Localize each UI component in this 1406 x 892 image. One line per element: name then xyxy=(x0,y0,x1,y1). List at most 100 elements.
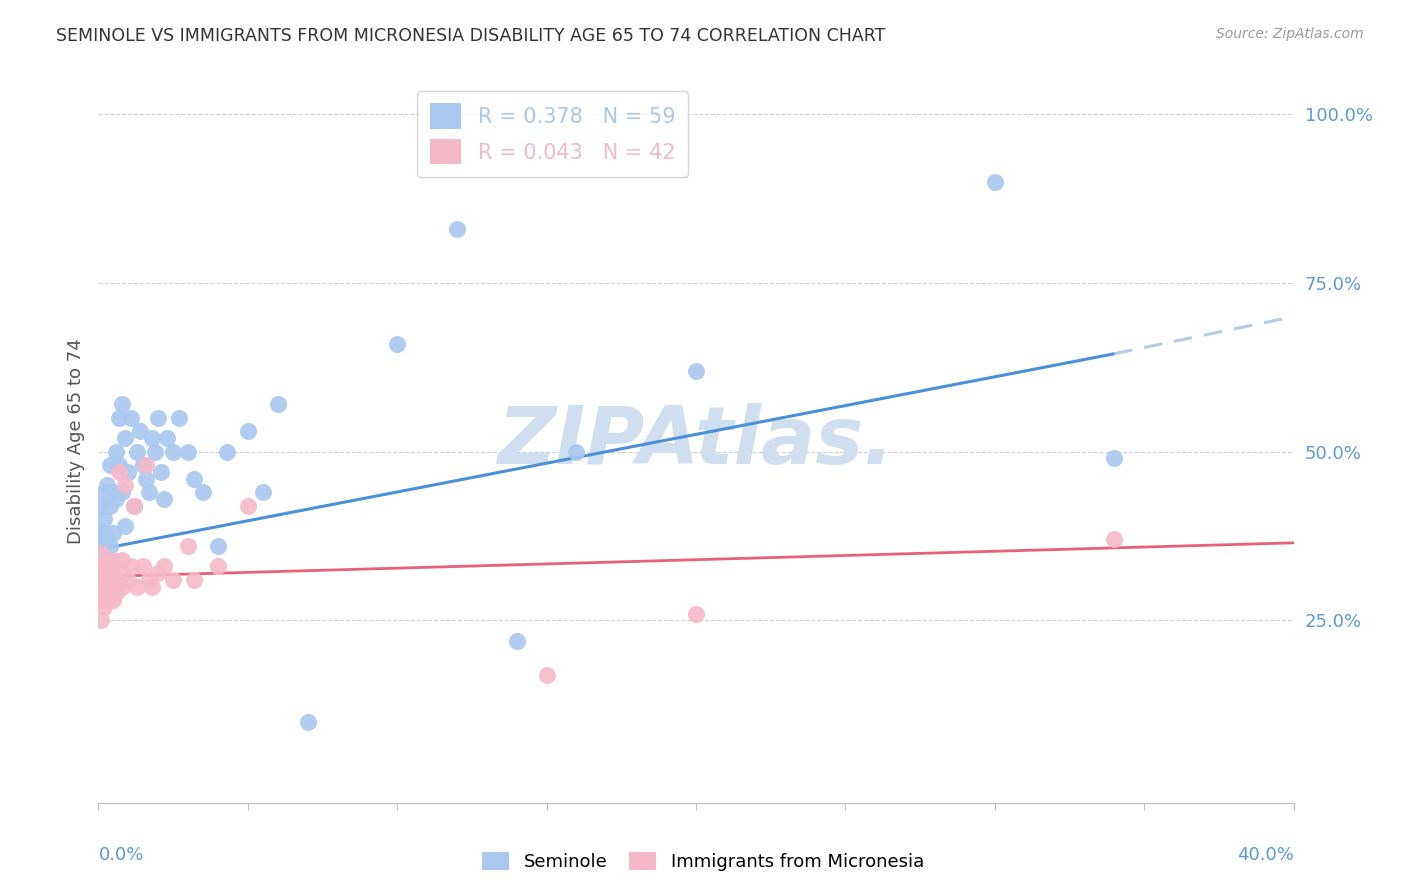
Point xyxy=(267,397,290,411)
Point xyxy=(96,559,118,574)
Point xyxy=(135,472,157,486)
Legend: R = 0.378   N = 59, R = 0.043   N = 42: R = 0.378 N = 59, R = 0.043 N = 42 xyxy=(418,91,688,177)
Point xyxy=(183,472,205,486)
Point xyxy=(93,580,115,594)
Point xyxy=(236,425,259,439)
Point xyxy=(96,478,118,492)
Point xyxy=(111,552,134,566)
Point xyxy=(93,599,115,614)
Point xyxy=(141,431,163,445)
Point xyxy=(90,499,112,513)
Point xyxy=(167,411,190,425)
Point xyxy=(132,559,155,574)
Point xyxy=(105,573,128,587)
Point xyxy=(215,444,238,458)
Point xyxy=(93,525,115,540)
Point xyxy=(96,566,118,581)
Text: Source: ZipAtlas.com: Source: ZipAtlas.com xyxy=(1216,27,1364,41)
Point xyxy=(114,519,136,533)
Point xyxy=(103,593,125,607)
Point xyxy=(90,525,112,540)
Point xyxy=(103,552,125,566)
Point xyxy=(565,444,588,458)
Point xyxy=(191,485,214,500)
Point xyxy=(183,573,205,587)
Point xyxy=(111,397,134,411)
Point xyxy=(207,539,229,553)
Point xyxy=(153,559,176,574)
Text: 0.0%: 0.0% xyxy=(98,847,143,864)
Text: SEMINOLE VS IMMIGRANTS FROM MICRONESIA DISABILITY AGE 65 TO 74 CORRELATION CHART: SEMINOLE VS IMMIGRANTS FROM MICRONESIA D… xyxy=(56,27,886,45)
Point xyxy=(103,552,125,566)
Point xyxy=(148,566,170,581)
Point xyxy=(98,458,122,472)
Point xyxy=(108,411,131,425)
Point xyxy=(93,512,115,526)
Point xyxy=(93,485,115,500)
Point xyxy=(177,539,200,553)
Point xyxy=(111,580,134,594)
Point xyxy=(385,336,409,351)
Point xyxy=(93,539,115,553)
Point xyxy=(252,485,274,500)
Point xyxy=(120,559,142,574)
Point xyxy=(117,573,139,587)
Y-axis label: Disability Age 65 to 74: Disability Age 65 to 74 xyxy=(66,339,84,544)
Point xyxy=(150,465,173,479)
Point xyxy=(127,444,149,458)
Point xyxy=(536,667,558,681)
Point xyxy=(236,499,259,513)
Point xyxy=(108,458,131,472)
Point xyxy=(90,593,112,607)
Point xyxy=(129,425,152,439)
Point xyxy=(90,559,112,574)
Point xyxy=(103,485,125,500)
Point xyxy=(506,633,529,648)
Point xyxy=(105,586,128,600)
Point xyxy=(148,411,170,425)
Point xyxy=(114,478,136,492)
Point xyxy=(103,525,125,540)
Point xyxy=(446,222,468,236)
Point xyxy=(90,546,112,560)
Legend: Seminole, Immigrants from Micronesia: Seminole, Immigrants from Micronesia xyxy=(475,845,931,879)
Point xyxy=(108,566,131,581)
Point xyxy=(108,465,131,479)
Point xyxy=(117,465,139,479)
Text: ZIPAtlas.: ZIPAtlas. xyxy=(498,402,894,481)
Point xyxy=(93,573,115,587)
Point xyxy=(132,458,155,472)
Point xyxy=(90,559,112,574)
Point xyxy=(90,614,112,628)
Point xyxy=(162,444,184,458)
Point xyxy=(105,491,128,506)
Point xyxy=(96,593,118,607)
Point xyxy=(111,485,134,500)
Point xyxy=(93,559,115,574)
Point xyxy=(297,714,319,729)
Point xyxy=(685,364,707,378)
Point xyxy=(96,533,118,547)
Point xyxy=(120,411,142,425)
Point xyxy=(98,559,122,574)
Point xyxy=(177,444,200,458)
Point xyxy=(124,499,146,513)
Point xyxy=(143,444,166,458)
Point xyxy=(98,539,122,553)
Point xyxy=(127,580,149,594)
Point xyxy=(93,586,115,600)
Point xyxy=(90,580,112,594)
Point xyxy=(207,559,229,574)
Point xyxy=(162,573,184,587)
Point xyxy=(1104,533,1126,547)
Point xyxy=(984,175,1007,189)
Point xyxy=(135,458,157,472)
Text: 40.0%: 40.0% xyxy=(1237,847,1294,864)
Point xyxy=(141,580,163,594)
Point xyxy=(114,431,136,445)
Point xyxy=(103,580,125,594)
Point xyxy=(98,499,122,513)
Point xyxy=(90,546,112,560)
Point xyxy=(156,431,179,445)
Point xyxy=(105,444,128,458)
